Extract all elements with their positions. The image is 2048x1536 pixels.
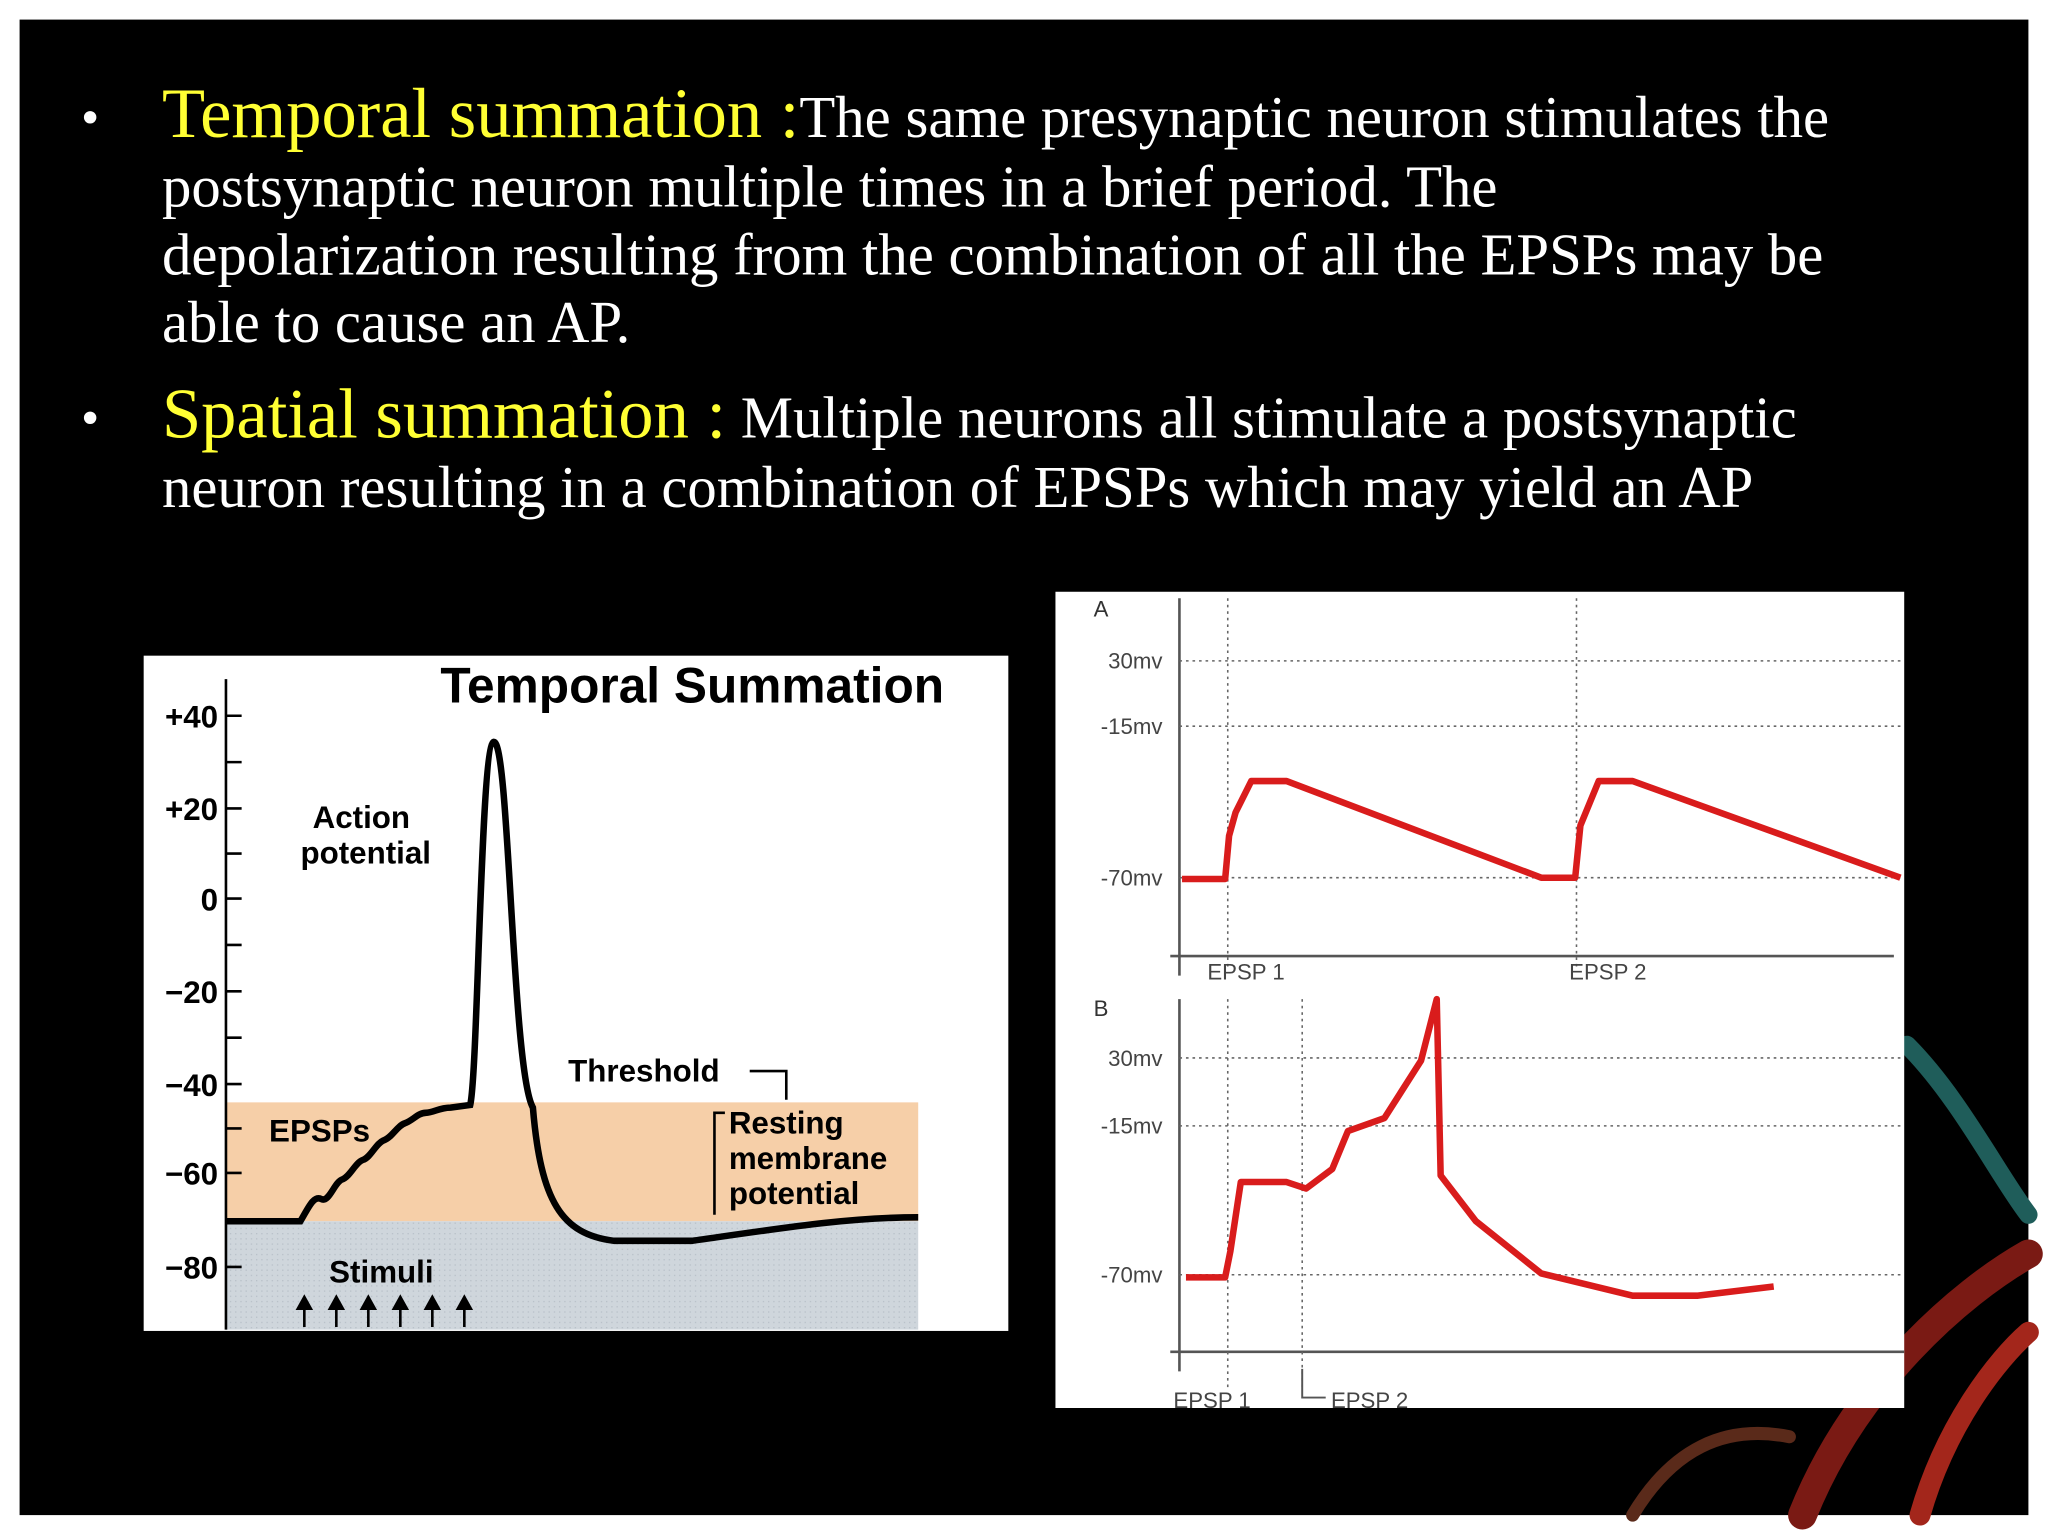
stimuli-band (225, 1221, 919, 1330)
bullet-list: • Temporal summation :The same presynapt… (81, 75, 1846, 520)
label-line: potential (729, 1176, 860, 1211)
text-line: Multiple neurons all stimulate a postsyn… (726, 386, 1797, 451)
y-tick-label: −80 (165, 1251, 218, 1286)
threshold-bracket (749, 1069, 788, 1100)
event-label: EPSP 2 (1569, 960, 1646, 985)
arrow-head (359, 1294, 378, 1311)
potential-curve (225, 738, 919, 1245)
label-epsps: EPSPs (269, 1114, 370, 1149)
panel: B 30mv -15mv -70mv EPSP 1 EPSP 2 (1094, 995, 1905, 1413)
resting-bracket (713, 1111, 725, 1215)
y-tick-label: +20 (165, 792, 218, 827)
arrow-head (455, 1294, 474, 1311)
event-label: EPSP 1 (1207, 960, 1284, 985)
event-bracket (1301, 1368, 1326, 1399)
figure-epsp-traces: A 30mv -15mv -70mv EPSP 1 EPSP 2 B 30mv -15mv -70… (1055, 591, 1905, 1413)
level-label: -15mv (1101, 1114, 1164, 1139)
arrow-head (391, 1294, 410, 1311)
text-line: postsynaptic neuron multiple times in a … (162, 154, 1498, 219)
level-label: -70mv (1101, 1263, 1164, 1288)
label-resting: Resting membrane potential (729, 1106, 896, 1212)
label-line: Action (313, 800, 410, 835)
label-action-potential: Action potential (300, 800, 431, 870)
arrow-head (423, 1294, 442, 1311)
level-label: 30mv (1108, 649, 1163, 674)
arrow-head (295, 1294, 314, 1311)
event-label: EPSP 2 (1331, 1388, 1408, 1413)
term: Spatial summation : (162, 376, 726, 454)
bullet-dot: • (81, 89, 99, 147)
trace (1182, 777, 1902, 883)
y-tick-label: −40 (165, 1068, 218, 1103)
y-tick-label: −20 (165, 975, 218, 1010)
level-label: -70mv (1101, 866, 1164, 891)
bullet-text: Spatial summation : Multiple neurons all… (162, 376, 1802, 520)
figure-title: Temporal Summation (440, 658, 944, 714)
text-line: neuron resulting in a combination of EPS… (162, 455, 1753, 520)
label-threshold: Threshold (568, 1053, 719, 1088)
label-line: potential (300, 835, 431, 870)
y-tick-label: −60 (165, 1157, 218, 1192)
text-line: able to cause an AP. (162, 290, 630, 355)
term: Temporal summation : (162, 75, 799, 153)
level-label: -15mv (1101, 714, 1164, 739)
text-line: depolarization resulting from the combin… (162, 222, 1823, 287)
figure-temporal-summation: +40 +20 0 −20 −40 −60 −80 Temporal Summation A… (143, 655, 1009, 1331)
decoration (1626, 1035, 2043, 1530)
bullet-text: Temporal summation :The same presynaptic… (162, 75, 1846, 355)
trace (1185, 995, 1775, 1299)
label-line: membrane (729, 1141, 887, 1176)
text-line: The same presynaptic neuron stimulates t… (799, 85, 1829, 150)
bullet-dot: • (81, 389, 99, 447)
arrow-head (327, 1294, 346, 1311)
level-label: 30mv (1108, 1046, 1163, 1071)
panel-label: A (1094, 596, 1109, 621)
event-label: EPSP 1 (1173, 1388, 1250, 1413)
y-tick-label: +40 (165, 700, 218, 735)
epsp-band (225, 1102, 919, 1222)
label-stimuli: Stimuli (329, 1255, 433, 1290)
label-line: Resting (729, 1106, 844, 1141)
panel-label: B (1094, 996, 1109, 1021)
figure-bg (1055, 591, 1905, 1408)
y-tick-label: 0 (201, 882, 218, 917)
